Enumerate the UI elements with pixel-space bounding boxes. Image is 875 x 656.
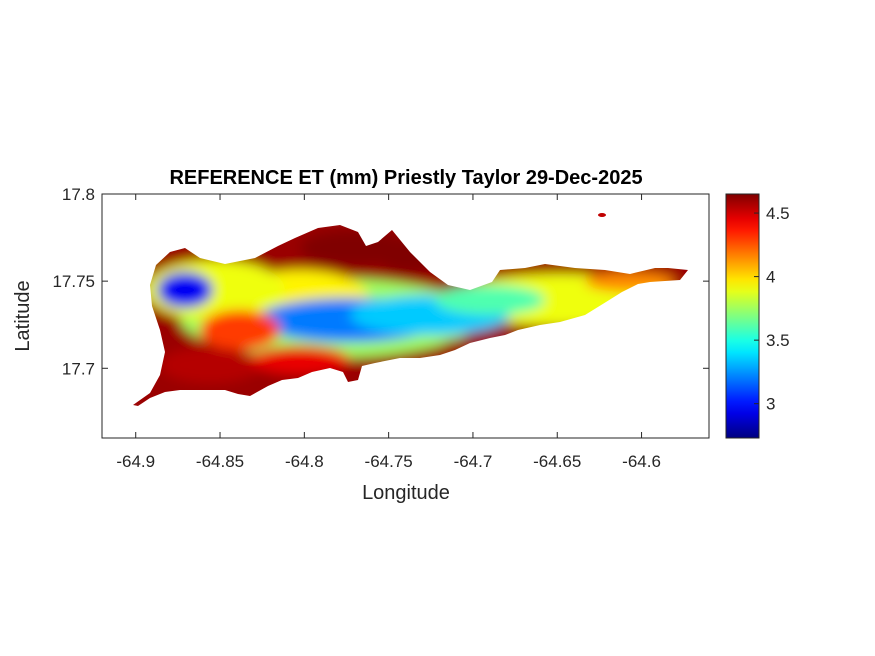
axes-box	[101, 193, 710, 439]
chart-title: REFERENCE ET (mm) Priestly Taylor 29-Dec…	[169, 167, 642, 189]
x-axis-label: Longitude	[362, 482, 450, 504]
y-axis-label: Latitude	[12, 280, 34, 351]
x-tick-label: -64.7	[454, 452, 493, 471]
x-tick-label: -64.6	[622, 452, 661, 471]
et-field-blob	[250, 346, 350, 374]
colorbar-tick-label: 4	[766, 268, 775, 287]
offshore-cay	[598, 213, 606, 217]
colorbar-tick-label: 4.5	[766, 204, 790, 223]
x-tick-label: -64.9	[116, 452, 155, 471]
et-field-blob	[200, 310, 280, 350]
colorbar-tick-label: 3	[766, 395, 775, 414]
y-tick-label: 17.8	[62, 185, 95, 204]
colorbar-axis: 3 3.5 4 4.5	[754, 204, 790, 414]
x-tick-label: -64.8	[285, 452, 324, 471]
colorbar	[725, 193, 760, 439]
x-tick-label: -64.75	[365, 452, 413, 471]
y-axis: 17.7 17.75 17.8	[52, 185, 709, 378]
colorbar-tick-label: 3.5	[766, 331, 790, 350]
y-tick-label: 17.75	[52, 272, 95, 291]
x-tick-label: -64.65	[533, 452, 581, 471]
et-field-blob	[160, 347, 260, 383]
y-tick-label: 17.7	[62, 359, 95, 378]
et-field-blob	[157, 272, 213, 308]
et-field-blob	[435, 285, 545, 315]
x-tick-label: -64.85	[196, 452, 244, 471]
x-axis: -64.9 -64.85 -64.8 -64.75 -64.7 -64.65 -64.6	[116, 194, 661, 471]
